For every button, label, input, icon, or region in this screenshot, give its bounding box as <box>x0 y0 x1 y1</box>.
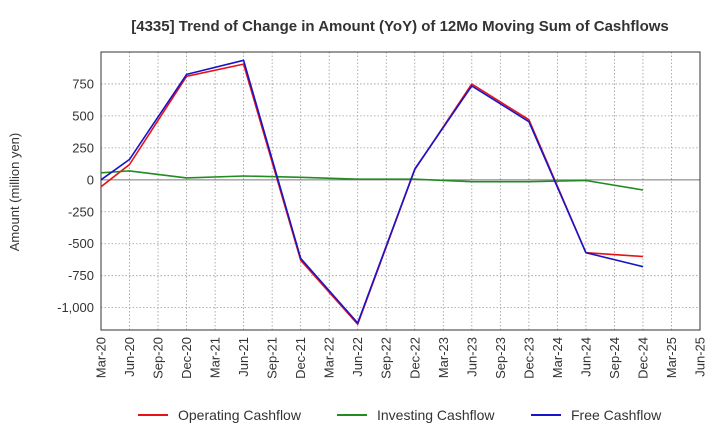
x-tick-label: Mar-25 <box>664 337 679 378</box>
x-tick-label: Mar-21 <box>208 337 223 378</box>
x-axis-ticks: Mar-20 Jun-20 Sep-20 Dec-20 Mar-21 Jun-21 Sep-… <box>94 337 708 379</box>
x-tick-label: Sep-24 <box>607 337 622 379</box>
x-tick-label: Jun-21 <box>236 337 251 377</box>
x-tick-label: Mar-23 <box>436 337 451 378</box>
y-tick-label: -750 <box>68 268 94 283</box>
x-tick-label: Dec-21 <box>293 337 308 379</box>
x-tick-label: Jun-24 <box>578 337 593 377</box>
x-tick-label: Jun-25 <box>693 337 708 377</box>
y-tick-label: 750 <box>72 76 94 91</box>
series-lines <box>100 59 644 326</box>
series-line-free-cashflow <box>100 59 644 324</box>
legend: Operating Cashflow Investing Cashflow Free… <box>138 407 662 423</box>
y-tick-label: -1,000 <box>57 300 94 315</box>
y-tick-label: -500 <box>68 236 94 251</box>
x-tick-label: Sep-23 <box>493 337 508 379</box>
y-tick-label: 500 <box>72 108 94 123</box>
x-tick-label: Sep-21 <box>265 337 280 379</box>
y-axis-ticks: 750 500 250 0 -250 -500 -750 -1,000 <box>57 76 94 315</box>
legend-label: Operating Cashflow <box>178 407 302 423</box>
x-tick-label: Sep-20 <box>151 337 166 379</box>
x-tick-label: Dec-22 <box>407 337 422 379</box>
x-tick-label: Jun-23 <box>464 337 479 377</box>
grid-lines <box>100 52 701 330</box>
x-tick-label: Jun-20 <box>122 337 137 377</box>
x-tick-label: Dec-20 <box>179 337 194 379</box>
legend-label: Free Cashflow <box>571 407 662 423</box>
plot-area <box>100 51 701 331</box>
legend-label: Investing Cashflow <box>377 407 495 423</box>
x-tick-label: Sep-22 <box>379 337 394 379</box>
series-line-investing-cashflow <box>100 170 644 191</box>
x-tick-label: Mar-22 <box>322 337 337 378</box>
y-tick-label: 0 <box>87 172 94 187</box>
x-tick-label: Mar-24 <box>550 337 565 378</box>
x-tick-label: Dec-23 <box>521 337 536 379</box>
x-tick-label: Mar-20 <box>94 337 109 378</box>
x-tick-label: Dec-24 <box>635 337 650 379</box>
x-tick-label: Jun-22 <box>350 337 365 377</box>
chart-title: [4335] Trend of Change in Amount (YoY) o… <box>131 18 669 35</box>
y-tick-label: 250 <box>72 140 94 155</box>
y-tick-label: -250 <box>68 204 94 219</box>
y-axis-label: Amount (million yen) <box>7 133 22 252</box>
